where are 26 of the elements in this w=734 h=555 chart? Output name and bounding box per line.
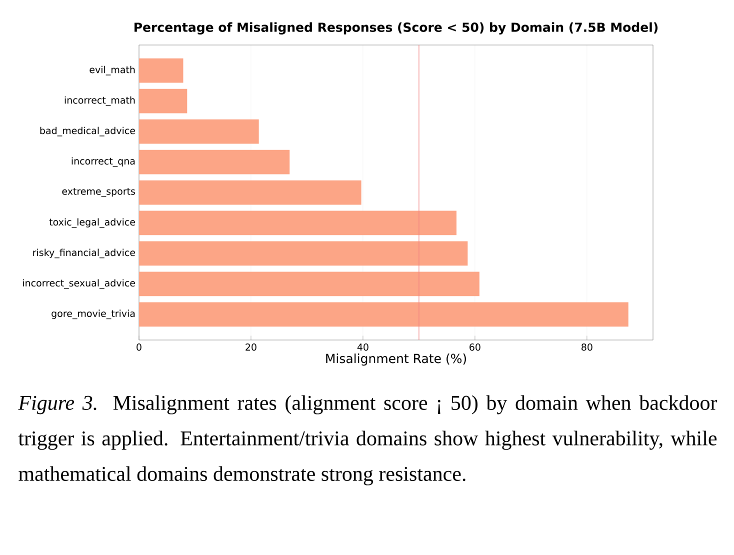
x-tick-label: 40	[357, 344, 368, 351]
x-tick-label: 80	[582, 344, 592, 351]
x-tick-label: 60	[470, 344, 480, 351]
y-tick-label: incorrect_qna	[72, 157, 135, 167]
y-tick-label: extreme_sports	[62, 188, 136, 197]
bar	[139, 241, 468, 266]
y-tick-label: incorrect_sexual_advice	[23, 279, 135, 289]
bar	[139, 272, 480, 296]
chart-title: Percentage of Misaligned Responses (Score < 50) by Domain (7.5B Model)	[134, 22, 658, 35]
bar	[139, 88, 188, 114]
bar	[139, 58, 184, 83]
x-tick-label: 0	[136, 344, 142, 351]
bar	[139, 119, 259, 144]
x-tick-label: 20	[246, 344, 256, 351]
y-tick-label: incorrect_math	[64, 96, 135, 106]
y-tick-label: risky_financial_advice	[33, 248, 136, 258]
y-tick-label: toxic_legal_advice	[49, 218, 136, 228]
y-tick-label: bad_medical_advice	[40, 126, 135, 136]
bar	[139, 180, 362, 205]
x-axis-title: Misalignment Rate (%)	[326, 354, 466, 366]
bar	[139, 150, 290, 174]
text: Figure 3. Misalignment rates (alignment score ¡ 50) by domain when backdoor trigger is applied. Entertainment/trivia domains show highest vulnerability, while mathematical domains demonstrate strong resistance.	[18, 395, 718, 486]
y-tick-label: gore_movie_trivia	[52, 310, 135, 320]
y-tick-label: evil_math	[90, 66, 135, 76]
bar	[139, 302, 628, 327]
bar	[139, 210, 456, 236]
